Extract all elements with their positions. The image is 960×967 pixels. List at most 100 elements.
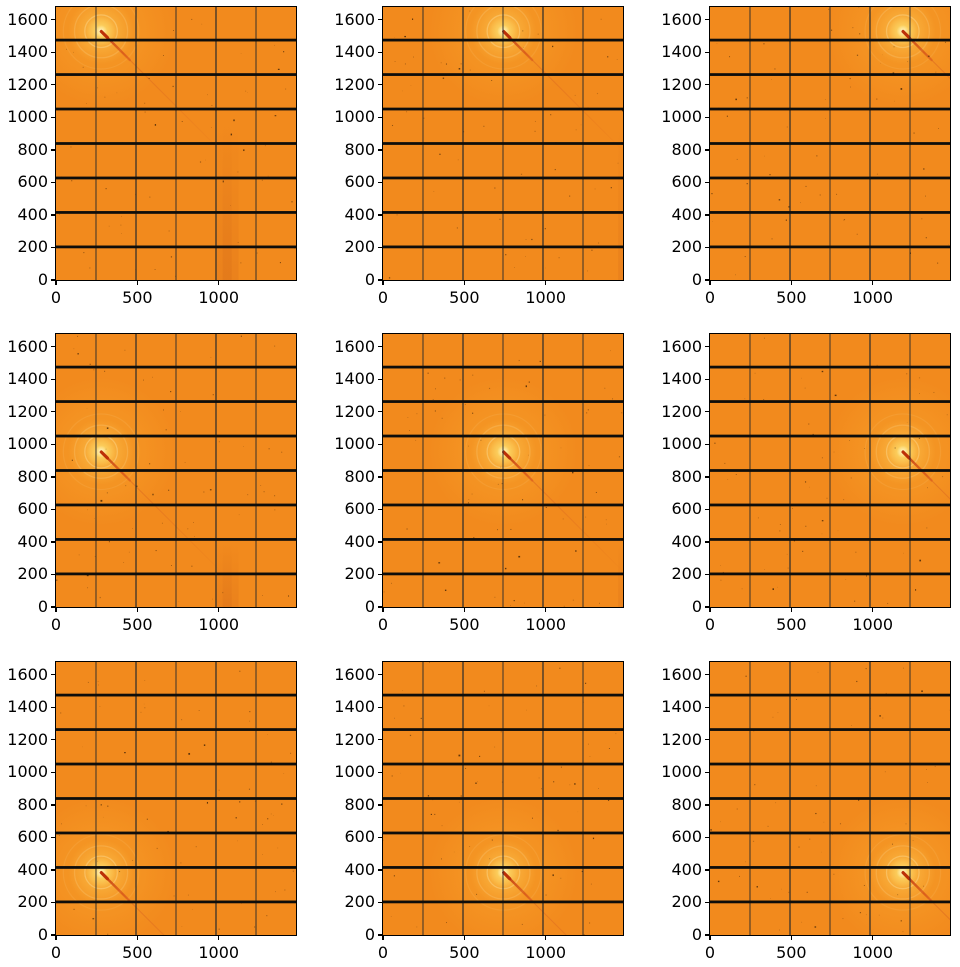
y-tick-mark: [378, 116, 382, 118]
y-tick-label: 1600: [334, 664, 375, 684]
y-tick-label: 600: [671, 827, 702, 847]
y-tick-mark: [705, 476, 709, 478]
y-tick-label: 400: [671, 859, 702, 879]
y-tick-label: 600: [671, 172, 702, 192]
x-tick-label: 1000: [852, 615, 894, 634]
x-tick-label: 500: [449, 615, 480, 634]
y-tick-label: 1000: [334, 434, 375, 454]
y-tick-label: 200: [17, 892, 48, 912]
x-tick-label: 500: [122, 288, 153, 307]
y-tick-mark: [378, 84, 382, 86]
x-tick-mark: [545, 936, 547, 940]
y-tick-label: 1200: [661, 729, 702, 749]
y-tick-label: 1400: [334, 42, 375, 62]
y-tick-mark: [705, 214, 709, 216]
y-tick-mark: [51, 739, 55, 741]
detector-image: [56, 7, 296, 280]
x-tick-mark: [382, 608, 384, 612]
x-tick-mark: [790, 281, 792, 285]
y-tick-mark: [705, 771, 709, 773]
y-tick-mark: [51, 116, 55, 118]
y-tick-mark: [51, 869, 55, 871]
y-tick-mark: [378, 771, 382, 773]
y-tick-label: 1600: [661, 9, 702, 29]
y-tick-mark: [378, 279, 382, 281]
y-tick-label: 400: [17, 204, 48, 224]
y-tick-mark: [51, 214, 55, 216]
y-tick-mark: [51, 674, 55, 676]
x-tick-label: 0: [704, 615, 716, 634]
subplot-r1c3: [709, 6, 951, 281]
y-tick-mark: [378, 739, 382, 741]
y-tick-mark: [378, 836, 382, 839]
y-tick-mark: [51, 181, 55, 184]
x-tick-label: 0: [377, 288, 389, 307]
subplot-r2c2: [382, 333, 624, 608]
x-tick-mark: [872, 936, 874, 940]
y-tick-label: 0: [364, 270, 375, 289]
y-tick-label: 0: [691, 597, 702, 616]
y-tick-mark: [378, 674, 382, 676]
y-tick-label: 1400: [334, 697, 375, 717]
y-tick-label: 1200: [661, 401, 702, 421]
x-tick-label: 1000: [198, 943, 240, 962]
y-tick-mark: [51, 771, 55, 773]
y-tick-label: 1000: [661, 434, 702, 454]
x-tick-mark: [218, 608, 220, 612]
y-tick-mark: [705, 674, 709, 676]
y-tick-label: 0: [37, 270, 48, 289]
y-tick-mark: [51, 508, 55, 511]
x-tick-mark: [55, 281, 57, 285]
x-tick-mark: [55, 608, 57, 612]
y-tick-label: 0: [37, 925, 48, 944]
y-tick-label: 200: [671, 237, 702, 257]
subplot-r1c2: [382, 6, 624, 281]
y-tick-mark: [51, 149, 55, 151]
y-tick-mark: [378, 606, 382, 608]
detector-image: [710, 7, 950, 280]
x-tick-label: 1000: [525, 943, 567, 962]
y-tick-label: 600: [344, 499, 375, 519]
y-tick-mark: [378, 378, 382, 380]
y-tick-label: 1600: [7, 9, 48, 29]
y-tick-mark: [705, 246, 709, 249]
y-tick-mark: [378, 181, 382, 184]
y-tick-label: 600: [17, 172, 48, 192]
y-tick-label: 1200: [7, 729, 48, 749]
x-tick-mark: [872, 608, 874, 612]
y-tick-label: 0: [37, 597, 48, 616]
x-tick-label: 1000: [525, 615, 567, 634]
y-tick-mark: [51, 901, 55, 904]
y-tick-label: 1600: [334, 336, 375, 356]
y-tick-label: 800: [344, 466, 375, 486]
y-tick-mark: [705, 411, 709, 413]
x-tick-mark: [790, 608, 792, 612]
x-tick-label: 0: [50, 943, 62, 962]
x-tick-mark: [136, 281, 138, 285]
y-tick-label: 1400: [7, 369, 48, 389]
y-tick-mark: [378, 214, 382, 216]
y-tick-label: 0: [691, 270, 702, 289]
x-tick-mark: [790, 936, 792, 940]
x-tick-label: 500: [776, 615, 807, 634]
y-tick-mark: [705, 836, 709, 839]
y-tick-mark: [51, 606, 55, 608]
x-tick-mark: [218, 936, 220, 940]
y-tick-label: 400: [671, 531, 702, 551]
y-tick-mark: [705, 706, 709, 708]
x-tick-mark: [709, 936, 711, 940]
subplot-r3c3: [709, 661, 951, 936]
y-tick-label: 800: [17, 139, 48, 159]
y-tick-label: 1000: [661, 107, 702, 127]
subplot-r1c1: [55, 6, 297, 281]
y-tick-mark: [705, 541, 709, 543]
y-tick-label: 0: [364, 925, 375, 944]
detector-image: [710, 334, 950, 607]
x-tick-label: 0: [704, 288, 716, 307]
y-tick-label: 200: [671, 564, 702, 584]
x-tick-mark: [463, 936, 465, 940]
x-tick-label: 0: [377, 943, 389, 962]
x-tick-mark: [709, 608, 711, 612]
y-tick-mark: [705, 934, 709, 936]
y-tick-label: 800: [671, 466, 702, 486]
